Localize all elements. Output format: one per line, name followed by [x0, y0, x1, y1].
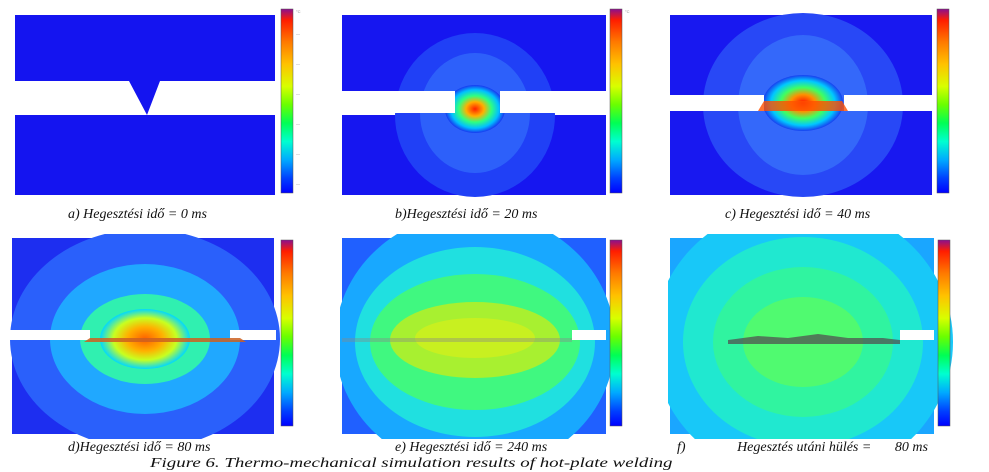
- panel-b: °C: [340, 5, 650, 205]
- panel-e: [340, 234, 650, 439]
- svg-text:—: —: [296, 121, 300, 126]
- svg-text:—: —: [296, 31, 300, 36]
- caption-f: f) Hegesztés utáni hülés = 80 ms: [677, 440, 928, 455]
- simulation-plot-a: °C — — — — — —: [10, 5, 320, 205]
- svg-text:—: —: [296, 91, 300, 96]
- panel-a: °C — — — — — —: [10, 5, 320, 205]
- svg-text:°C: °C: [296, 9, 301, 14]
- caption-c: c) Hegesztési idő = 40 ms: [725, 207, 871, 222]
- simulation-plot-f: [668, 234, 978, 439]
- caption-a: a) Hegesztési idő = 0 ms: [68, 207, 207, 222]
- figure-caption: Figure 6. Thermo-mechanical simulation r…: [150, 456, 673, 471]
- caption-f-value: 80 ms: [894, 440, 928, 455]
- caption-f-text: Hegesztés utáni hülés =: [737, 440, 872, 455]
- svg-text:—: —: [296, 181, 300, 186]
- simulation-plot-d: [10, 234, 320, 439]
- svg-text:—: —: [296, 151, 300, 156]
- simulation-plot-e: [340, 234, 650, 439]
- caption-d: d)Hegesztési idő = 80 ms: [68, 440, 211, 455]
- caption-b: b)Hegesztési idő = 20 ms: [395, 207, 538, 222]
- svg-text:°C: °C: [625, 9, 630, 14]
- svg-text:—: —: [296, 61, 300, 66]
- caption-e: e) Hegesztési idő = 240 ms: [395, 440, 548, 455]
- simulation-plot-b: °C: [340, 5, 650, 205]
- panel-d: [10, 234, 320, 439]
- panel-f: [668, 234, 978, 439]
- panel-c: [668, 5, 978, 205]
- simulation-plot-c: [668, 5, 978, 205]
